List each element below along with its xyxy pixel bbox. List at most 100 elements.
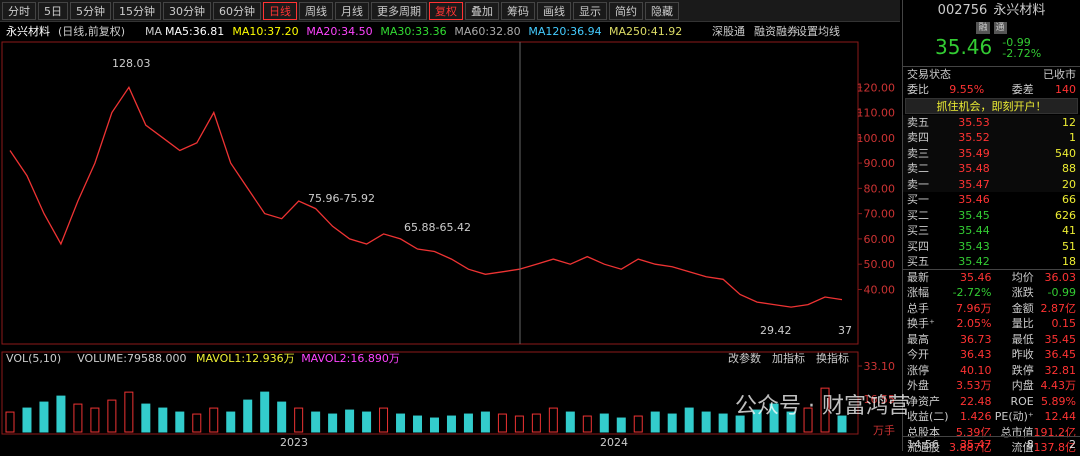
stat-label: ROE	[1010, 394, 1034, 408]
stat-row: 最高 36.73 最低 35.45	[903, 332, 1080, 348]
volume-bar	[463, 413, 473, 433]
toolbar-button[interactable]: 周线	[299, 1, 333, 20]
volume: 1	[1069, 131, 1077, 144]
level: 买四	[907, 239, 929, 253]
volume-bar	[107, 399, 117, 433]
volume-link: 加指标	[772, 351, 805, 365]
toolbar-button[interactable]: 分时	[2, 1, 36, 20]
volume: 540	[1055, 146, 1077, 160]
price-tick-label: 40.00	[864, 283, 896, 296]
volume: 12	[1062, 115, 1077, 129]
price: 35.46	[958, 193, 990, 206]
stat-label: 外盘	[907, 379, 929, 392]
volume-bar	[565, 411, 575, 433]
stat-row: 净资产 22.48 ROE 5.89%	[903, 394, 1080, 410]
label: 委差	[1011, 82, 1034, 96]
stat-label: 总股本	[907, 425, 940, 439]
toolbar-button[interactable]: 30分钟	[163, 1, 211, 20]
volume-bar	[446, 415, 456, 433]
stat-value: 191.2亿	[1033, 425, 1077, 439]
volume-header: MAVOL2:16.890万	[301, 352, 400, 365]
stat-row: 收益(二) 1.426 PE(动)⁺ 12.44	[903, 409, 1080, 425]
price-tick-label: 90.00	[864, 157, 896, 170]
level: 买一	[907, 193, 929, 206]
ma-value: MA120:36.94	[528, 25, 601, 38]
volume-bar	[345, 409, 355, 433]
level: 买三	[907, 224, 929, 237]
toolbar-button[interactable]: 简约	[609, 1, 643, 20]
price-tick-label: 60.00	[864, 233, 896, 246]
order-row: 卖三 35.49 540	[903, 145, 1080, 161]
stat-label: 内盘	[1011, 379, 1034, 392]
ma-value: MA250:41.92	[609, 25, 682, 38]
stat-value: 5.39亿	[955, 425, 992, 439]
toolbar: 分时 5日 5分钟 15分钟 30分钟 60分钟 日线 周线 月线 更多周期 复权 叠加 筹码 画线 显示简…	[0, 0, 900, 22]
last-price: 35.46	[935, 35, 993, 60]
ma-value: MA30:33.36	[380, 25, 446, 38]
stat-label: 最新	[907, 270, 929, 284]
chart: 永兴材料 (日线,前复权) MA MA5:36.81 MA10:37.20 MA20:34…	[1, 24, 896, 449]
price-annotation: 128.03	[112, 57, 151, 70]
tick-value: 14:56	[907, 437, 939, 451]
toolbar-button[interactable]: 日线	[263, 1, 297, 20]
stat-value: 7.96万	[956, 301, 992, 315]
toolbar-button[interactable]: 叠加	[465, 1, 499, 20]
toolbar-button[interactable]: 画线	[537, 1, 571, 20]
volume-bar	[124, 391, 134, 433]
change: -0.99	[1002, 36, 1031, 49]
stat-label: 金额	[1011, 301, 1034, 315]
stat-label: 净资产	[907, 394, 940, 408]
order-row: 买二 35.45 626	[903, 207, 1080, 223]
volume-bar	[396, 413, 406, 433]
toolbar-button[interactable]: 60分钟	[213, 1, 261, 20]
stat-row: 外盘 3.53万 内盘 4.43万	[903, 378, 1080, 394]
volume-bar	[413, 415, 423, 433]
volume: 20	[1062, 177, 1077, 191]
value: 已收市	[1043, 68, 1076, 81]
stat-value: 40.10	[960, 363, 992, 377]
price: 35.47	[958, 177, 990, 191]
toolbar-button[interactable]: 显示	[573, 1, 607, 20]
stat-value: -0.99	[1047, 286, 1076, 299]
volume-header: MAVOL1:12.936万	[196, 352, 295, 365]
year-label: 2023	[280, 436, 308, 449]
toolbar-button[interactable]: 复权	[429, 1, 463, 20]
volume-bar	[5, 411, 15, 433]
price-tick-label: 100.00	[857, 132, 896, 145]
volume-frame	[1, 351, 859, 435]
chart-mode: (日线,前复权)	[58, 24, 125, 38]
toolbar-button[interactable]: 5日	[38, 1, 68, 20]
volume: 626	[1055, 208, 1077, 222]
volume-bar	[379, 407, 389, 433]
banner[interactable]: 抓住机会，即刻开户！	[905, 98, 1078, 114]
price-line	[9, 85, 843, 308]
toolbar-button[interactable]: 筹码	[501, 1, 535, 20]
toolbar-button[interactable]: 更多周期	[371, 1, 427, 20]
stat-label: 总手	[907, 301, 929, 315]
toolbar-button[interactable]: 月线	[335, 1, 369, 20]
order-row: 卖二 35.48 88	[903, 161, 1080, 177]
volume: 66	[1062, 193, 1077, 206]
volume-bar	[277, 401, 287, 433]
volume-bar	[616, 417, 626, 433]
volume-bar	[362, 411, 372, 433]
order-row: 买四 35.43 51	[903, 238, 1080, 254]
stat-value: 36.45	[1044, 348, 1077, 361]
stat-row: 涨幅 -2.72% 涨跌 -0.99	[903, 285, 1080, 301]
volume-bar	[141, 403, 151, 433]
quote-header: 002756 永兴材料	[903, 0, 1080, 22]
volume-bar	[718, 413, 728, 433]
level: 卖三	[907, 146, 929, 160]
toolbar-button[interactable]: 隐藏	[645, 1, 679, 20]
toolbar-button[interactable]: 15分钟	[113, 1, 161, 20]
toolbar-button[interactable]: 5分钟	[70, 1, 111, 20]
stat-label: 昨收	[1011, 348, 1034, 361]
volume-bar	[667, 413, 677, 433]
volume-header: VOL(5,10)	[6, 352, 61, 365]
stat-value: 12.44	[1044, 410, 1077, 423]
order-row: 买三 35.44 41	[903, 223, 1080, 239]
stat-row: 最新 35.46 均价 36.03	[903, 270, 1080, 286]
volume-bar	[701, 411, 711, 433]
quote-panel: 002756 永兴材料融通 35.46 -0.99 -2.72% 交易状态 已收市 委比 9.5…	[902, 0, 1080, 454]
